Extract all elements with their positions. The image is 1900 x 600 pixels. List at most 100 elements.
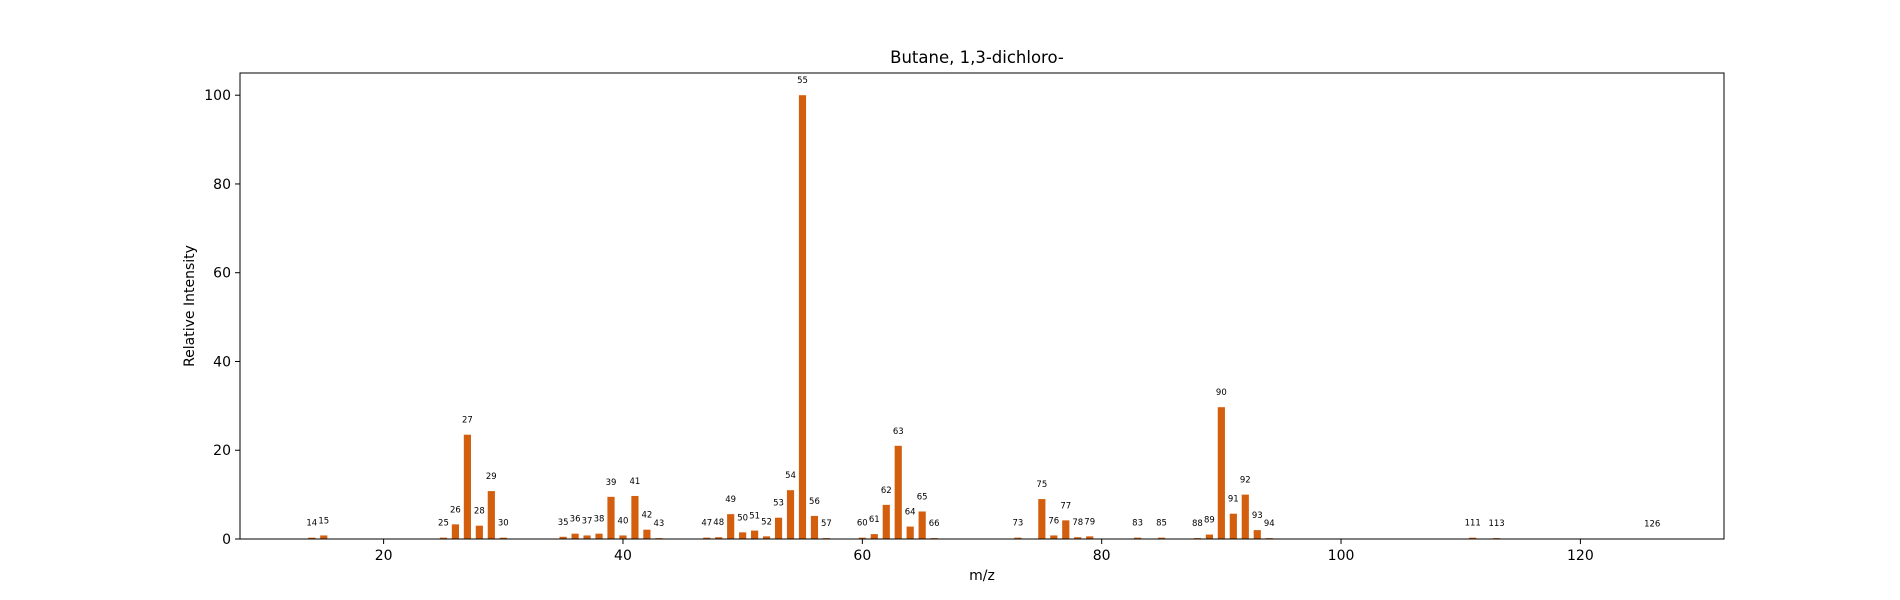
- bar-label-mz-52: 52: [761, 517, 772, 527]
- x-tick-label-40: 40: [614, 548, 632, 564]
- bar-mz-28: [475, 525, 483, 539]
- bar-label-mz-62: 62: [881, 486, 892, 496]
- bar-label-mz-56: 56: [809, 497, 820, 507]
- bar-mz-64: [906, 526, 914, 539]
- x-tick-label-100: 100: [1328, 548, 1355, 564]
- bar-mz-55: [798, 95, 807, 539]
- bar-label-mz-85: 85: [1156, 519, 1167, 529]
- bar-mz-79: [1086, 536, 1094, 539]
- bar-label-mz-53: 53: [773, 499, 784, 509]
- bar-mz-35: [559, 536, 567, 539]
- bar-mz-56: [810, 515, 819, 539]
- bar-label-mz-37: 37: [582, 516, 593, 526]
- bar-label-mz-63: 63: [893, 427, 904, 437]
- bar-mz-52: [762, 536, 771, 539]
- bar-label-mz-83: 83: [1132, 519, 1143, 529]
- x-tick-label-80: 80: [1093, 548, 1111, 564]
- bar-label-mz-75: 75: [1036, 480, 1047, 490]
- bar-label-mz-64: 64: [905, 508, 916, 518]
- bar-label-mz-66: 66: [929, 519, 940, 529]
- bar-label-mz-65: 65: [917, 492, 928, 502]
- bar-mz-51: [751, 530, 759, 539]
- bar-label-mz-40: 40: [618, 516, 629, 526]
- bar-label-mz-51: 51: [749, 512, 760, 522]
- bar-label-mz-94: 94: [1264, 519, 1275, 529]
- bars-group: [308, 95, 1656, 540]
- bar-mz-61: [870, 534, 878, 539]
- y-tick-label-40: 40: [213, 354, 231, 370]
- bar-label-mz-90: 90: [1216, 388, 1227, 398]
- bar-label-mz-61: 61: [869, 515, 880, 525]
- bar-label-mz-25: 25: [438, 519, 449, 529]
- bar-mz-36: [571, 533, 579, 539]
- bar-label-mz-28: 28: [474, 507, 485, 517]
- bar-label-mz-93: 93: [1252, 511, 1263, 521]
- bar-label-mz-49: 49: [725, 495, 736, 505]
- bar-label-mz-38: 38: [594, 515, 605, 525]
- bar-mz-60: [858, 537, 866, 539]
- x-tick-label-20: 20: [375, 548, 393, 564]
- bar-mz-90: [1217, 407, 1225, 539]
- bar-label-mz-26: 26: [450, 505, 461, 515]
- bar-mz-73: [1014, 537, 1022, 539]
- y-tick-label-20: 20: [213, 443, 231, 459]
- bar-mz-65: [918, 511, 926, 539]
- bar-mz-42: [643, 529, 651, 539]
- plot-frame: [239, 72, 1725, 540]
- x-axis: 20 40 60 80 100 120: [375, 539, 1594, 564]
- bar-label-mz-35: 35: [558, 518, 569, 528]
- bar-mz-85: [1157, 537, 1166, 539]
- bar-mz-93: [1253, 530, 1261, 539]
- bar-mz-38: [595, 533, 603, 539]
- bar-mz-40: [619, 535, 627, 539]
- bar-label-mz-113: 113: [1488, 519, 1504, 529]
- bar-mz-62: [882, 504, 890, 539]
- bar-label-mz-48: 48: [713, 518, 724, 528]
- bar-mz-83: [1133, 537, 1142, 539]
- bar-mz-26: [451, 524, 460, 539]
- bar-mz-78: [1074, 537, 1082, 539]
- bar-label-mz-27: 27: [462, 416, 473, 426]
- bar-mz-30: [499, 537, 507, 539]
- bar-label-mz-55: 55: [797, 76, 808, 86]
- bar-mz-25: [439, 537, 448, 539]
- bar-label-mz-79: 79: [1084, 517, 1095, 527]
- bar-mz-49: [727, 514, 735, 539]
- bar-label-mz-91: 91: [1228, 495, 1239, 505]
- bar-label-mz-50: 50: [737, 513, 748, 523]
- bar-mz-91: [1229, 513, 1237, 539]
- y-tick-label-100: 100: [204, 88, 231, 104]
- bar-label-mz-30: 30: [498, 519, 509, 529]
- chart-title: Butane, 1,3-dichloro-: [890, 48, 1064, 67]
- bar-label-mz-76: 76: [1048, 516, 1059, 526]
- bar-label-mz-14: 14: [306, 519, 317, 529]
- bar-mz-92: [1241, 494, 1249, 539]
- bar-label-mz-60: 60: [857, 519, 868, 529]
- bar-mz-15: [320, 535, 328, 539]
- bar-label-mz-73: 73: [1012, 519, 1023, 529]
- x-axis-label: m/z: [969, 568, 995, 584]
- x-tick-label-60: 60: [853, 548, 871, 564]
- bar-label-mz-92: 92: [1240, 476, 1251, 486]
- bar-mz-89: [1205, 534, 1213, 539]
- bar-mz-53: [774, 517, 783, 539]
- bar-label-mz-111: 111: [1465, 519, 1481, 529]
- bar-mz-76: [1050, 535, 1058, 539]
- bar-label-mz-43: 43: [653, 519, 664, 529]
- bar-label-mz-29: 29: [486, 472, 497, 482]
- bar-label-mz-88: 88: [1192, 519, 1203, 529]
- bar-mz-47: [703, 537, 711, 539]
- bar-mz-50: [739, 532, 747, 539]
- bar-mz-75: [1038, 499, 1046, 539]
- bar-label-mz-41: 41: [630, 477, 641, 487]
- y-axis: 0 20 40 60 80 100: [204, 88, 240, 548]
- bar-mz-29: [487, 491, 495, 539]
- bar-label-mz-54: 54: [785, 471, 796, 481]
- bar-mz-14: [308, 537, 316, 539]
- y-tick-label-60: 60: [213, 266, 231, 282]
- bar-label-mz-15: 15: [318, 516, 329, 526]
- bar-label-mz-36: 36: [570, 515, 581, 525]
- bar-label-mz-47: 47: [701, 519, 712, 529]
